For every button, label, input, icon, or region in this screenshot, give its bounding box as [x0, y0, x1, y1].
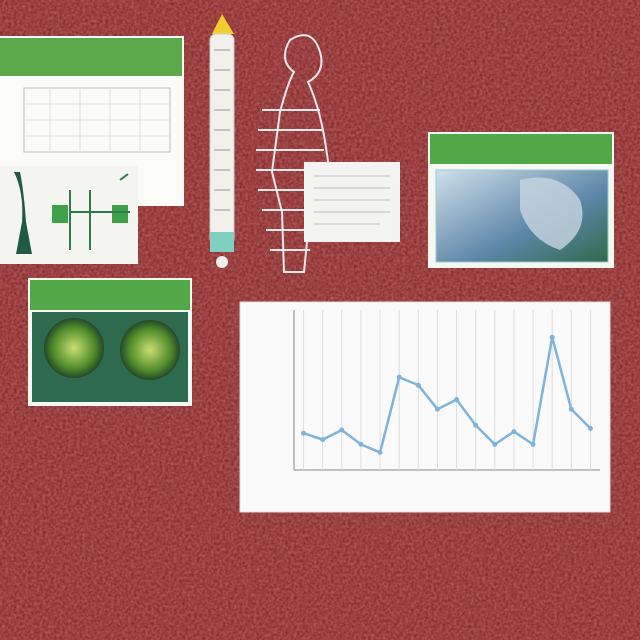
data-point [473, 422, 479, 428]
thermometer [209, 14, 235, 268]
wireframe-figure [256, 34, 330, 273]
diagram-card [0, 166, 138, 264]
data-point [530, 441, 536, 447]
data-point [434, 406, 440, 412]
data-point [377, 449, 383, 455]
note-card [304, 162, 400, 242]
plant-card [28, 278, 192, 406]
data-point [396, 374, 402, 380]
image-card [428, 132, 614, 268]
chart-card [239, 301, 611, 513]
data-point [320, 437, 326, 443]
data-point [511, 429, 517, 435]
data-point [415, 382, 421, 388]
data-point [492, 441, 498, 447]
data-point [549, 334, 555, 340]
data-point [358, 441, 364, 447]
data-point [587, 425, 593, 431]
data-point [301, 430, 307, 436]
data-line [303, 336, 592, 455]
data-point [454, 397, 460, 403]
data-point [339, 427, 345, 433]
data-point [568, 406, 574, 412]
